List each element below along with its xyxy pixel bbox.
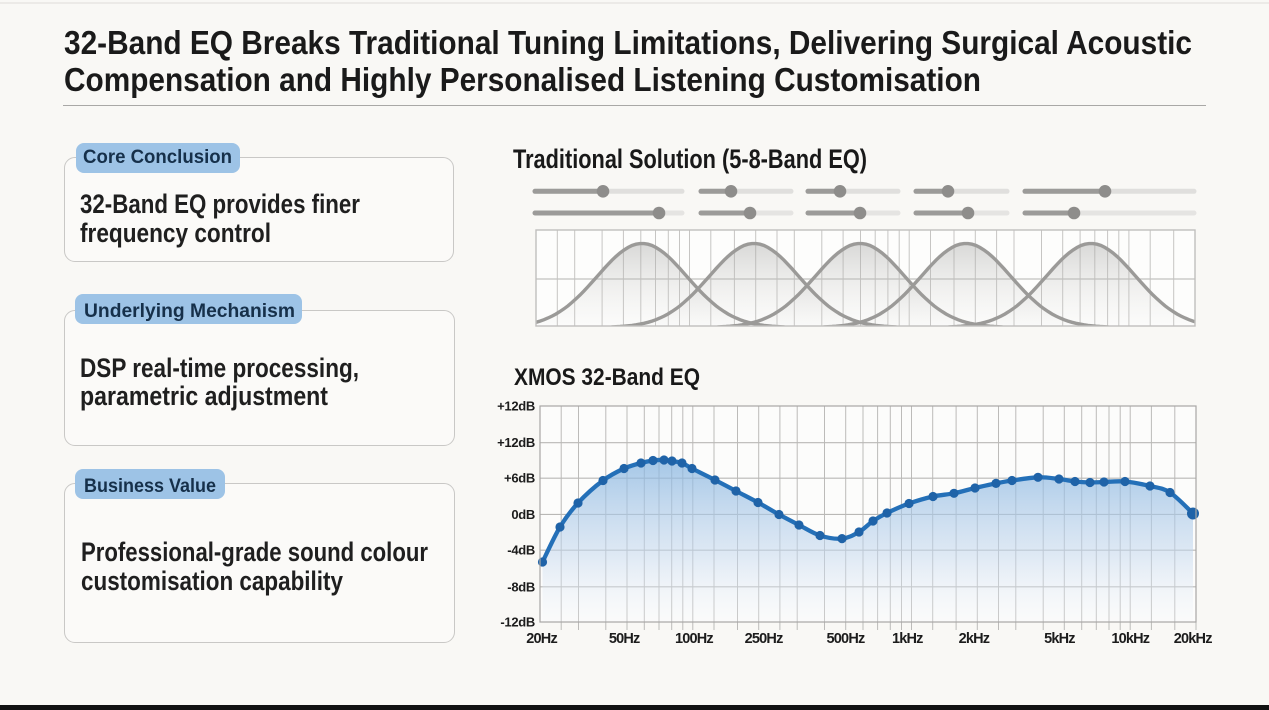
svg-text:20kHz: 20kHz [1174,631,1212,647]
svg-text:+12dB: +12dB [497,399,535,414]
svg-text:2kHz: 2kHz [959,631,990,647]
svg-text:+12dB: +12dB [497,435,535,450]
svg-text:-8dB: -8dB [507,579,535,594]
svg-text:-12dB: -12dB [500,615,535,630]
svg-text:500Hz: 500Hz [827,631,865,647]
svg-text:10kHz: 10kHz [1111,631,1149,647]
svg-text:50Hz: 50Hz [609,631,640,647]
svg-text:250Hz: 250Hz [745,631,783,647]
svg-text:+6dB: +6dB [504,471,535,486]
svg-text:100Hz: 100Hz [675,631,713,647]
svg-text:5kHz: 5kHz [1044,631,1075,647]
svg-text:-4dB: -4dB [507,543,535,558]
svg-text:0dB: 0dB [511,507,535,522]
svg-text:20Hz: 20Hz [526,631,557,647]
svg-text:1kHz: 1kHz [892,631,923,647]
